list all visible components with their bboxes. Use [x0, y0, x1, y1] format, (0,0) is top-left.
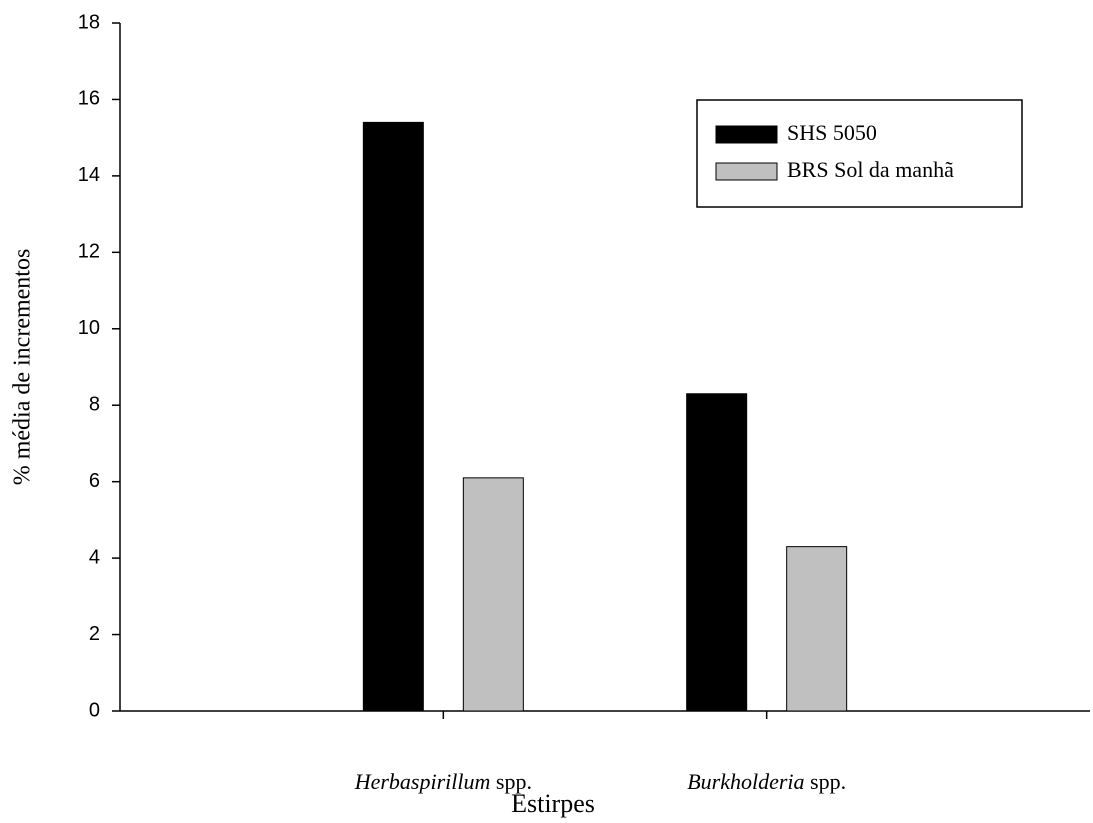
- y-axis-title: % média de incrementos: [10, 249, 36, 486]
- x-tick-label-rest: spp.: [490, 769, 532, 794]
- x-tick-label-rest: spp.: [805, 769, 847, 794]
- legend-label: BRS Sol da manhã: [787, 157, 954, 182]
- legend-label: SHS 5050: [787, 120, 877, 145]
- legend-swatch: [715, 125, 778, 144]
- y-tick-label: 10: [78, 317, 100, 339]
- legend-swatch: [715, 162, 778, 181]
- x-tick-label: Herbaspirillum spp.: [354, 769, 532, 794]
- y-tick-label: 18: [78, 11, 100, 33]
- x-tick-label-italic: Herbaspirillum: [354, 769, 491, 794]
- x-tick-label-italic: Burkholderia: [687, 769, 804, 794]
- y-tick-label: 4: [89, 546, 100, 568]
- y-tick-label: 16: [78, 88, 100, 110]
- bar: [362, 121, 424, 712]
- y-tick-label: 6: [89, 470, 100, 492]
- bar: [462, 477, 524, 712]
- bar: [686, 393, 748, 712]
- x-tick-label: Burkholderia spp.: [687, 769, 846, 794]
- y-tick-label: 2: [89, 623, 100, 645]
- x-axis-title: Estirpes: [511, 789, 595, 818]
- legend-box: [696, 99, 1023, 208]
- y-tick-label: 12: [78, 241, 100, 263]
- y-tick-label: 8: [89, 394, 100, 416]
- y-tick-label: 14: [78, 164, 100, 186]
- bar: [786, 546, 848, 712]
- y-tick-label: 0: [89, 699, 100, 721]
